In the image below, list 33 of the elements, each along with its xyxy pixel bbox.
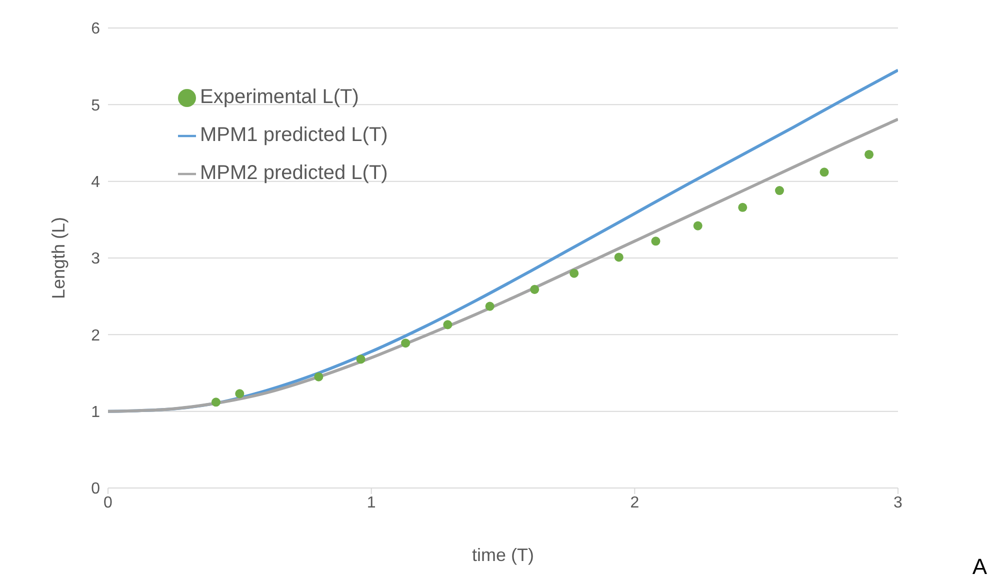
point: [401, 338, 410, 348]
point: [570, 268, 579, 278]
legend-label: Experimental L(T): [200, 86, 359, 108]
point: [738, 202, 748, 212]
point: [820, 168, 829, 177]
x-axis-title: time (T): [472, 544, 534, 565]
point: [235, 389, 244, 398]
point: [314, 372, 324, 382]
point: [651, 236, 660, 246]
y-tick-label: 1: [91, 404, 100, 422]
point: [443, 320, 452, 330]
point: [211, 398, 220, 407]
text: A: [972, 554, 987, 580]
point: [864, 150, 874, 160]
y-tick-label: 0: [91, 480, 100, 498]
x-tick-label: 2: [630, 494, 640, 512]
y-tick-label: 2: [91, 327, 100, 344]
y-tick-label: 4: [91, 174, 100, 192]
point: [530, 284, 540, 294]
y-tick-label: 6: [91, 20, 100, 38]
x-tick-label: 1: [366, 494, 376, 512]
legend-label: MPM2 predicted L(T): [200, 162, 388, 184]
point: [614, 252, 624, 262]
y-axis-title: Length (L): [48, 216, 68, 300]
y-tick-label: 3: [91, 250, 100, 268]
legend-label: MPM1 predicted L(T): [200, 124, 388, 146]
x-tick-label: 0: [104, 494, 113, 512]
y-tick-label: 5: [91, 97, 100, 114]
point: [485, 302, 494, 311]
point: [356, 354, 366, 364]
x-tick-label: 3: [894, 494, 903, 512]
point: [774, 186, 784, 196]
point: [693, 221, 702, 230]
